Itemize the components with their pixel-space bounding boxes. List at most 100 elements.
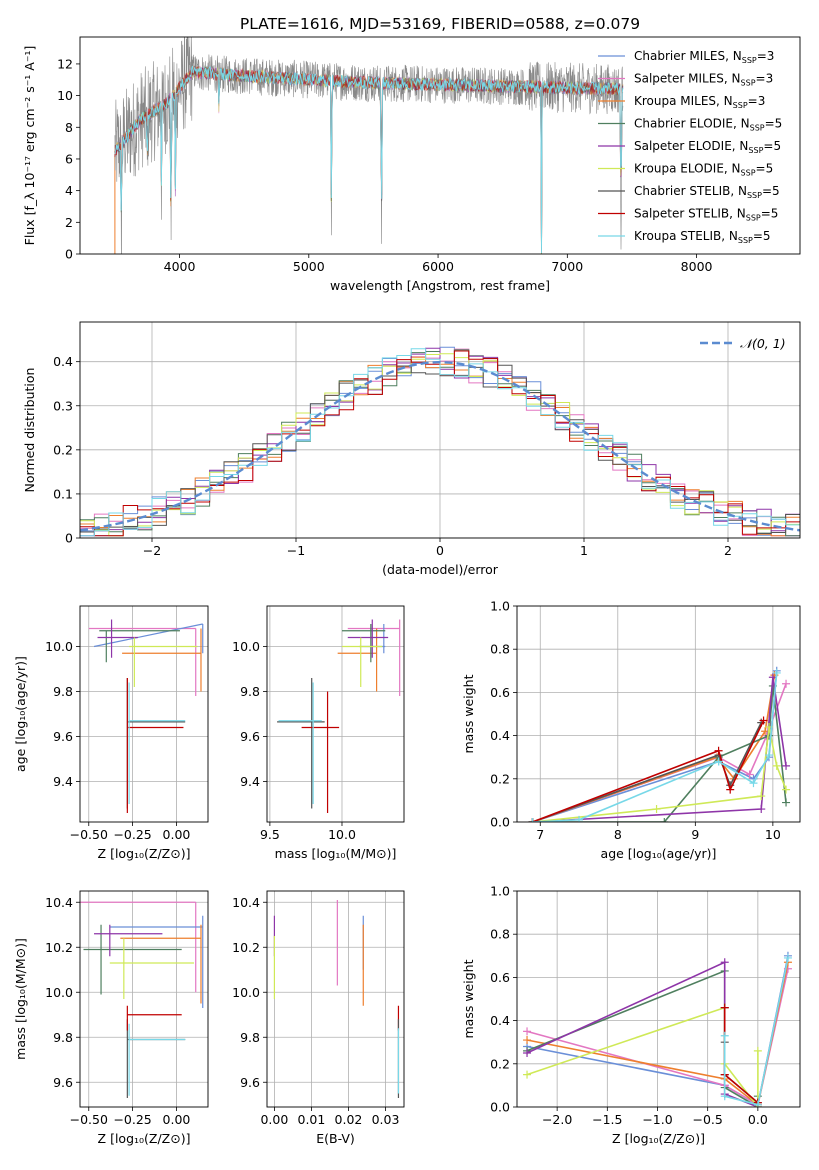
y-tick-label: 0.6	[490, 685, 510, 700]
mass-vs-metallicity-panel: −0.50 −0.25 0.00 9.6 9.8 10.0 10.2 10.4 Z [log₁₀…	[13, 890, 209, 1146]
x-tick-label: 10	[765, 827, 781, 842]
legend-entry: Salpeter MILES, NSSP=3	[634, 72, 773, 88]
legend-entry-text: Salpeter ELODIE, N	[634, 139, 748, 153]
y-tick-label: 0.2	[53, 442, 73, 457]
x-tick-label: −0.25	[113, 827, 151, 842]
x-tick-label: −1.5	[592, 1112, 622, 1127]
y-tick-label: 8	[65, 120, 73, 135]
legend-entry-n: =5	[763, 139, 781, 153]
y-tick-label: 0.8	[490, 642, 510, 657]
legend-entry-n: =3	[748, 94, 766, 108]
x-tick-label: 0.00	[260, 1112, 288, 1127]
x-tick-label: −2.0	[542, 1112, 572, 1127]
x-tick-label: −0.25	[113, 1112, 151, 1127]
legend-entry-sub: SSP	[742, 56, 757, 65]
mass-vs-metallicity-plot-area	[80, 891, 208, 1107]
x-tick-label: −1.0	[642, 1112, 672, 1127]
x-tick-label: 8	[614, 827, 622, 842]
mass-weight-marker	[726, 785, 735, 794]
x-tick-label: 9	[691, 827, 699, 842]
y-tick-label: 0.0	[490, 1100, 510, 1115]
y-tick-label: 0.6	[490, 970, 510, 985]
y-axis-label: mass weight	[461, 674, 476, 753]
legend-entry: Kroupa MILES, NSSP=3	[634, 94, 765, 110]
mass-weight-marker	[720, 1003, 729, 1012]
x-tick-label: 6000	[422, 259, 454, 274]
legend-entry: Chabrier ELODIE, NSSP=5	[634, 117, 782, 133]
x-tick-label: −0.50	[70, 1112, 108, 1127]
y-tick-label: 10.0	[45, 639, 73, 654]
y-tick-label: 10.2	[232, 940, 260, 955]
age-vs-mass-panel: 9.5 10.0 9.4 9.6 9.8 10.0 mass [log₁₀(M/M⊙)]	[232, 605, 405, 861]
y-tick-label: 10.4	[232, 895, 260, 910]
legend-entry-text: Chabrier STELIB, N	[634, 184, 747, 198]
mass-weight-marker	[783, 953, 792, 962]
histogram-series	[80, 347, 800, 537]
x-axis-label: Z [log₁₀(Z/Z⊙)]	[612, 1131, 705, 1146]
mass-vs-extinction-panel: 0.00 0.01 0.02 0.03 9.6 9.8 10.0 10.2 10.4 E(B-V)	[232, 890, 405, 1146]
axes-frame	[516, 890, 801, 1108]
mass-weight-marker	[757, 805, 766, 814]
legend-entry-n: =3	[756, 72, 774, 86]
mass-weight-series	[723, 957, 789, 1106]
x-axis-label: age [log₁₀(age/yr)]	[601, 846, 717, 861]
y-tick-label: 0.4	[490, 1013, 510, 1028]
y-tick-label: 0.3	[53, 398, 73, 413]
y-tick-label: 10.4	[45, 895, 73, 910]
observed-spectrum	[114, 37, 624, 254]
legend-entry-text: Kroupa ELODIE, N	[634, 162, 741, 176]
mass-weight-marker	[523, 1036, 532, 1045]
legend-entry-sub: SSP	[748, 146, 763, 155]
y-tick-label: 2	[65, 215, 73, 230]
x-tick-label: 0.00	[163, 1112, 191, 1127]
mass-weight-vs-metallicity-plot-area	[517, 891, 800, 1107]
legend-entry-n: =5	[753, 229, 771, 243]
mass-weight-series	[532, 720, 765, 822]
y-axis-label: age [log₁₀(age/yr)]	[13, 656, 28, 772]
y-tick-label: 6	[65, 151, 73, 166]
mass-weight-marker	[528, 818, 537, 822]
x-tick-label: 10.0	[328, 827, 356, 842]
mass-weight-marker	[782, 785, 791, 794]
y-tick-label: 9.6	[53, 1075, 73, 1090]
mass-weight-marker	[720, 1092, 729, 1101]
y-axis-label: mass weight	[461, 959, 476, 1038]
y-axis-label: Flux [f_λ 10⁻¹⁷ erg cm⁻² s⁻¹ A⁻¹]	[22, 46, 37, 246]
mass-weight-marker	[652, 805, 661, 814]
y-tick-label: 10.0	[232, 639, 260, 654]
x-axis-label: mass [log₁₀(M/M⊙)]	[275, 846, 397, 861]
x-tick-label: 7	[536, 827, 544, 842]
y-tick-label: 0	[65, 247, 73, 262]
x-tick-label: −2	[143, 543, 161, 558]
legend-entry-n: =5	[765, 117, 783, 131]
age-vs-mass-plot-area	[267, 606, 404, 822]
legend-entry-text: Chabrier ELODIE, N	[634, 117, 750, 131]
y-tick-label: 0.8	[490, 927, 510, 942]
mass-vs-extinction-plot-area	[267, 891, 404, 1107]
x-axis-label: (data-model)/error	[382, 562, 499, 577]
legend-entry-text: Kroupa STELIB, N	[634, 229, 738, 243]
legend-entry-sub: SSP	[738, 236, 753, 245]
legend-entry-sub: SSP	[746, 214, 761, 223]
axes-frame	[266, 605, 405, 823]
residual-histogram-panel: −2 −1 0 1 2 0 0.1 0.2 0.3 0.4 (data-model)/error No…	[22, 321, 801, 577]
model-spectrum	[114, 65, 624, 254]
axes-frame	[79, 605, 209, 823]
axes-frame	[266, 890, 405, 1108]
mass-weight-marker	[720, 1031, 729, 1040]
figure-title: PLATE=1616, MJD=53169, FIBERID=0588, z=0…	[240, 15, 640, 33]
x-axis-label: Z [log₁₀(Z/Z⊙)]	[98, 846, 191, 861]
y-tick-label: 10	[57, 88, 73, 103]
legend-entry-n: =5	[761, 207, 779, 221]
y-tick-label: 9.8	[53, 1030, 73, 1045]
legend-entry: Salpeter STELIB, NSSP=5	[634, 207, 778, 223]
mass-weight-vs-metallicity-panel: −2.0 −1.5 −1.0 −0.5 0.0 0.0 0.2 0.4 0.6 0.8 1.0 Z […	[461, 884, 801, 1146]
x-tick-label: 0.01	[298, 1112, 326, 1127]
mass-weight-marker	[523, 1070, 532, 1079]
legend-entry-text: Kroupa MILES, N	[634, 94, 733, 108]
legend-entry-sub: SSP	[733, 101, 748, 110]
mass-weight-marker	[720, 958, 729, 967]
y-tick-label: 10.0	[45, 985, 73, 1000]
